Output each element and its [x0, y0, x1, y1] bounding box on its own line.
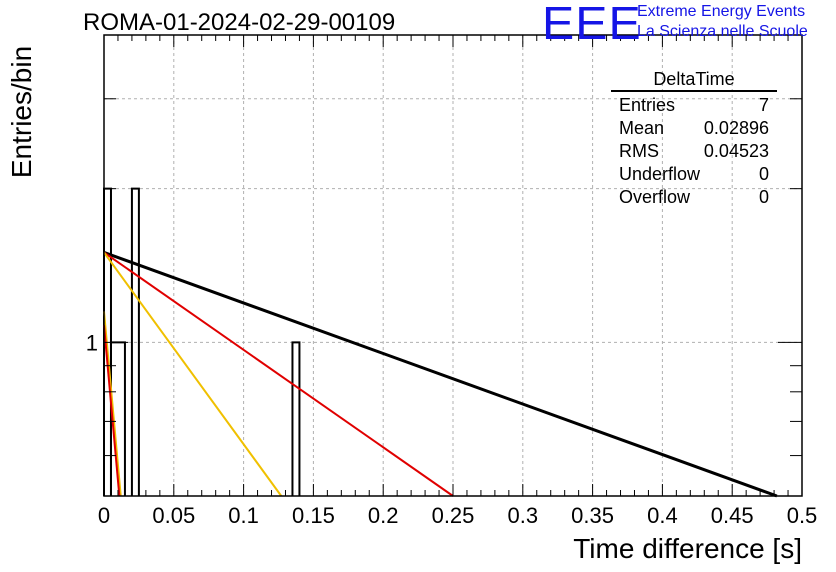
x-tick-labels: 0 0.05 0.1 0.15 0.2 0.25 0.3 0.35 0.4 0.45 0.5 — [98, 503, 817, 528]
logo-caption-line2: La Scienza nelle Scuole — [637, 23, 808, 40]
stats-label: RMS — [619, 141, 659, 161]
x-tick-label: 0.45 — [711, 503, 754, 528]
fit-line — [103, 251, 283, 497]
fit-line — [103, 251, 778, 498]
axes — [103, 34, 803, 497]
y-tick-label: 1 — [86, 330, 98, 355]
stats-value: 0 — [758, 187, 769, 207]
x-tick-label: 0.1 — [228, 503, 259, 528]
x-tick-label: 0 — [98, 503, 110, 528]
x-tick-label: 0.2 — [368, 503, 399, 528]
stats-label: Mean — [619, 118, 665, 138]
stats-label: Overflow — [619, 187, 691, 207]
x-tick-label: 0.5 — [787, 503, 818, 528]
x-axis-label: Time difference [s] — [573, 533, 802, 564]
fit-lines — [103, 251, 778, 498]
fit-line — [103, 311, 122, 497]
y-tick-labels: 1 — [86, 330, 98, 355]
histogram-bin — [130, 187, 140, 496]
x-tick-label: 0.25 — [432, 503, 475, 528]
stats-row: RMS 0.04523 — [611, 140, 777, 163]
x-tick-label: 0.3 — [508, 503, 539, 528]
stats-row: Entries 7 — [611, 94, 777, 117]
y-axis-label: Entries/bin — [6, 45, 37, 179]
stats-value: 0.02896 — [703, 118, 769, 138]
stats-box: DeltaTime Entries 7 Mean 0.02896 RMS 0.0… — [611, 69, 777, 209]
stats-value: 7 — [758, 95, 769, 115]
fit-line — [103, 325, 121, 497]
x-tick-label: 0.35 — [571, 503, 614, 528]
stats-value: 0 — [758, 164, 769, 184]
stats-title: DeltaTime — [611, 69, 777, 92]
stats-row: Mean 0.02896 — [611, 117, 777, 140]
grid-lines — [104, 35, 802, 496]
stats-row: Underflow 0 — [611, 163, 777, 186]
eee-logo: EEE — [542, 0, 642, 49]
x-tick-label: 0.05 — [152, 503, 195, 528]
histogram-bin — [291, 341, 301, 496]
logo-caption-line1: Extreme Energy Events — [637, 3, 806, 20]
x-tick-label: 0.15 — [292, 503, 335, 528]
stats-label: Entries — [619, 95, 676, 115]
x-tick-label: 0.4 — [647, 503, 678, 528]
stats-label: Underflow — [619, 164, 701, 184]
chart-title: ROMA-01-2024-02-29-00109 — [83, 9, 396, 36]
fit-line — [103, 251, 454, 497]
stats-value: 0.04523 — [703, 141, 769, 161]
stats-row: Overflow 0 — [611, 186, 777, 209]
